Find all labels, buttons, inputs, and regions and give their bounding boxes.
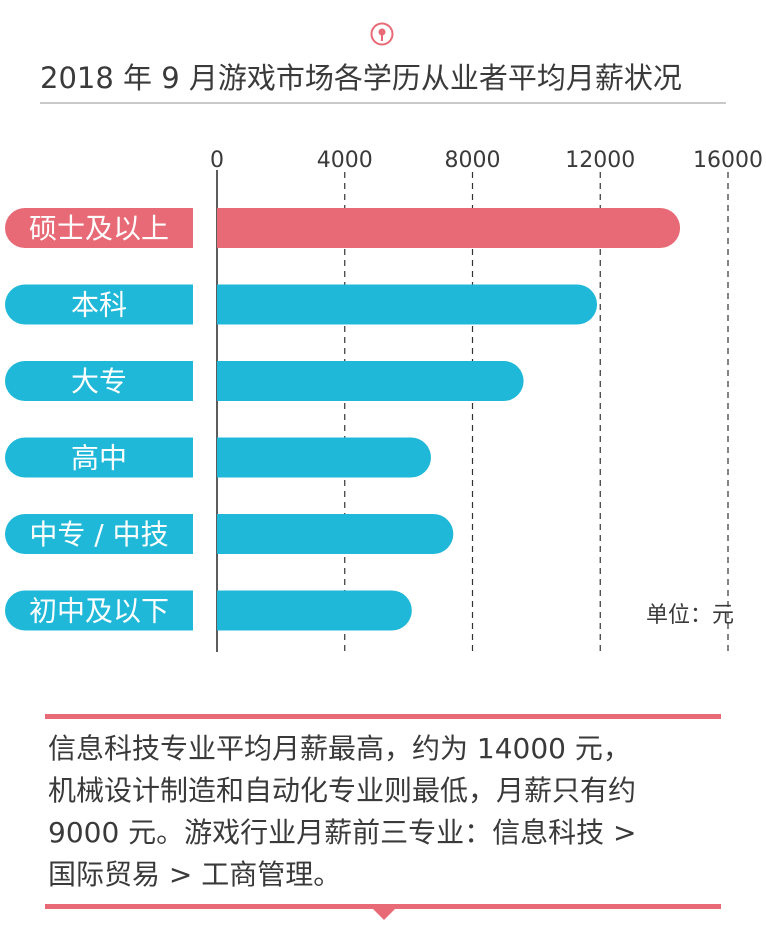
x-tick-label: 8000 bbox=[445, 148, 501, 173]
category-label-box bbox=[5, 437, 193, 478]
note-text: 信息科技专业平均月薪最高，约为 14000 元， 机械设计制造和自动化专业则最低… bbox=[48, 732, 637, 891]
category-label: 大专 bbox=[71, 365, 127, 398]
category-label-box bbox=[5, 284, 193, 325]
category-label-box bbox=[5, 514, 193, 554]
category-label: 本科 bbox=[71, 289, 127, 322]
note-top-border bbox=[45, 714, 721, 719]
category-label-box bbox=[5, 361, 193, 401]
category-label: 硕士及以上 bbox=[29, 212, 169, 245]
title-underline bbox=[40, 102, 726, 104]
bar bbox=[217, 208, 681, 248]
bar bbox=[217, 361, 524, 401]
x-tick-label: 16000 bbox=[693, 148, 763, 173]
x-tick-label: 0 bbox=[210, 148, 224, 173]
note-bottom-border bbox=[45, 904, 721, 909]
category-label-box bbox=[5, 208, 193, 248]
chart-title: 2018 年 9 月游戏市场各学历从业者平均月薪状况 bbox=[40, 61, 682, 95]
unit-label: 单位：元 bbox=[646, 603, 734, 628]
category-label: 高中 bbox=[71, 442, 127, 475]
note-arrow-icon bbox=[372, 908, 396, 920]
bar bbox=[217, 284, 598, 325]
bar bbox=[217, 590, 412, 631]
x-tick-label: 4000 bbox=[317, 148, 373, 173]
bar bbox=[217, 437, 431, 478]
bar bbox=[217, 514, 454, 554]
category-label: 中专 / 中技 bbox=[29, 518, 168, 551]
x-tick-label: 12000 bbox=[565, 148, 635, 173]
logo-icon bbox=[370, 22, 394, 46]
category-label: 初中及以下 bbox=[29, 595, 169, 628]
category-label-box bbox=[5, 590, 193, 631]
